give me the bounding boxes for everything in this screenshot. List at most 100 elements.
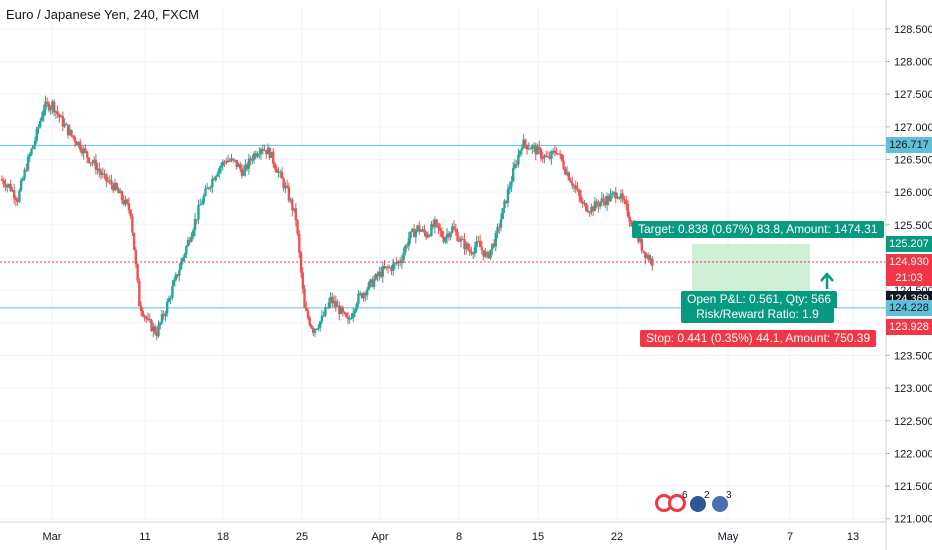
candle [138,278,141,307]
candle-body [510,181,513,188]
candle [245,162,249,172]
candle-body [169,297,172,299]
candle [619,189,623,203]
stop-label[interactable]: Stop: 0.441 (0.35%) 44.1, Amount: 750.39 [640,330,877,347]
candle-body [143,315,146,317]
candle [172,276,176,287]
candle [169,295,172,305]
candle [32,145,35,150]
y-tick-label: 122.500 [894,416,932,428]
candle-body [338,305,341,314]
candle [285,179,289,189]
candle [313,328,317,338]
pnl-label[interactable]: Open P&L: 0.561, Qty: 566 [681,291,838,308]
candle [296,218,299,237]
candle-body [188,240,191,242]
candle-body [395,262,398,264]
candle [336,299,339,307]
candle [258,147,261,159]
candle [388,265,391,269]
candle [426,231,430,239]
candle-body [94,159,98,170]
target-label[interactable]: Target: 0.838 (0.67%) 83.8, Amount: 1474… [632,221,884,238]
candle-body [590,206,593,212]
candle-body [6,185,9,188]
candle [433,216,437,234]
candle [106,176,110,184]
candle-body [285,185,289,188]
countdown-tag: 21:03 [886,270,932,287]
candle [393,261,397,270]
candle-body [558,153,562,155]
candle-body [301,272,304,289]
event-icon[interactable] [690,496,706,512]
candle [372,275,376,290]
candle-body [644,252,647,258]
candle [364,291,367,302]
candle-body [496,227,499,233]
candle-body [638,238,642,242]
candle [578,188,581,203]
candle [122,195,125,207]
candle-body [491,243,494,250]
candle-body [595,201,598,205]
candle-body [412,228,416,238]
candle [14,195,18,207]
candle-body [265,150,268,155]
event-icon[interactable] [712,496,728,512]
candle-body [324,307,327,316]
candle-body [322,315,325,317]
candle-body [192,230,195,237]
candle [513,159,517,170]
event-icon[interactable] [668,494,686,512]
candle-body [221,161,225,166]
candle-body [557,153,560,155]
candle-body [152,326,155,332]
candle [591,205,595,217]
candle-body [70,129,73,136]
candle-body [452,226,456,230]
candle [23,167,26,181]
candle [272,147,275,168]
candle-body [487,252,491,259]
candle-body [49,107,52,111]
candle-body [292,208,296,211]
candle-body [385,266,388,269]
candle [355,301,358,313]
risk-reward-label[interactable]: Risk/Reward Ratio: 1.9 [681,306,834,323]
candle [600,192,604,207]
candle [167,295,171,303]
candle-body [127,203,131,211]
candle-body [178,269,181,276]
candle [155,326,158,341]
candle [298,230,301,259]
candle-body [574,185,577,189]
candle-body [522,139,525,149]
candle-body [66,124,70,136]
candle [178,263,181,282]
candle [618,196,621,201]
candle-body [2,180,5,185]
candle [6,183,9,193]
candle [200,199,204,205]
candle-body [372,279,376,287]
candle-body [475,241,478,248]
candle [630,219,633,227]
candle-body [647,255,650,261]
candle [120,190,124,205]
candle-body [51,101,54,108]
candle [543,153,546,164]
candle [186,236,190,247]
candle-body [96,168,99,170]
candle [16,197,19,206]
candle [98,162,101,178]
candle [560,153,564,163]
candle [458,236,461,242]
candle-body [119,191,122,194]
candle [294,202,298,227]
candle [362,291,365,302]
candle-body [44,101,47,110]
candle [397,260,400,269]
candle [148,313,151,323]
